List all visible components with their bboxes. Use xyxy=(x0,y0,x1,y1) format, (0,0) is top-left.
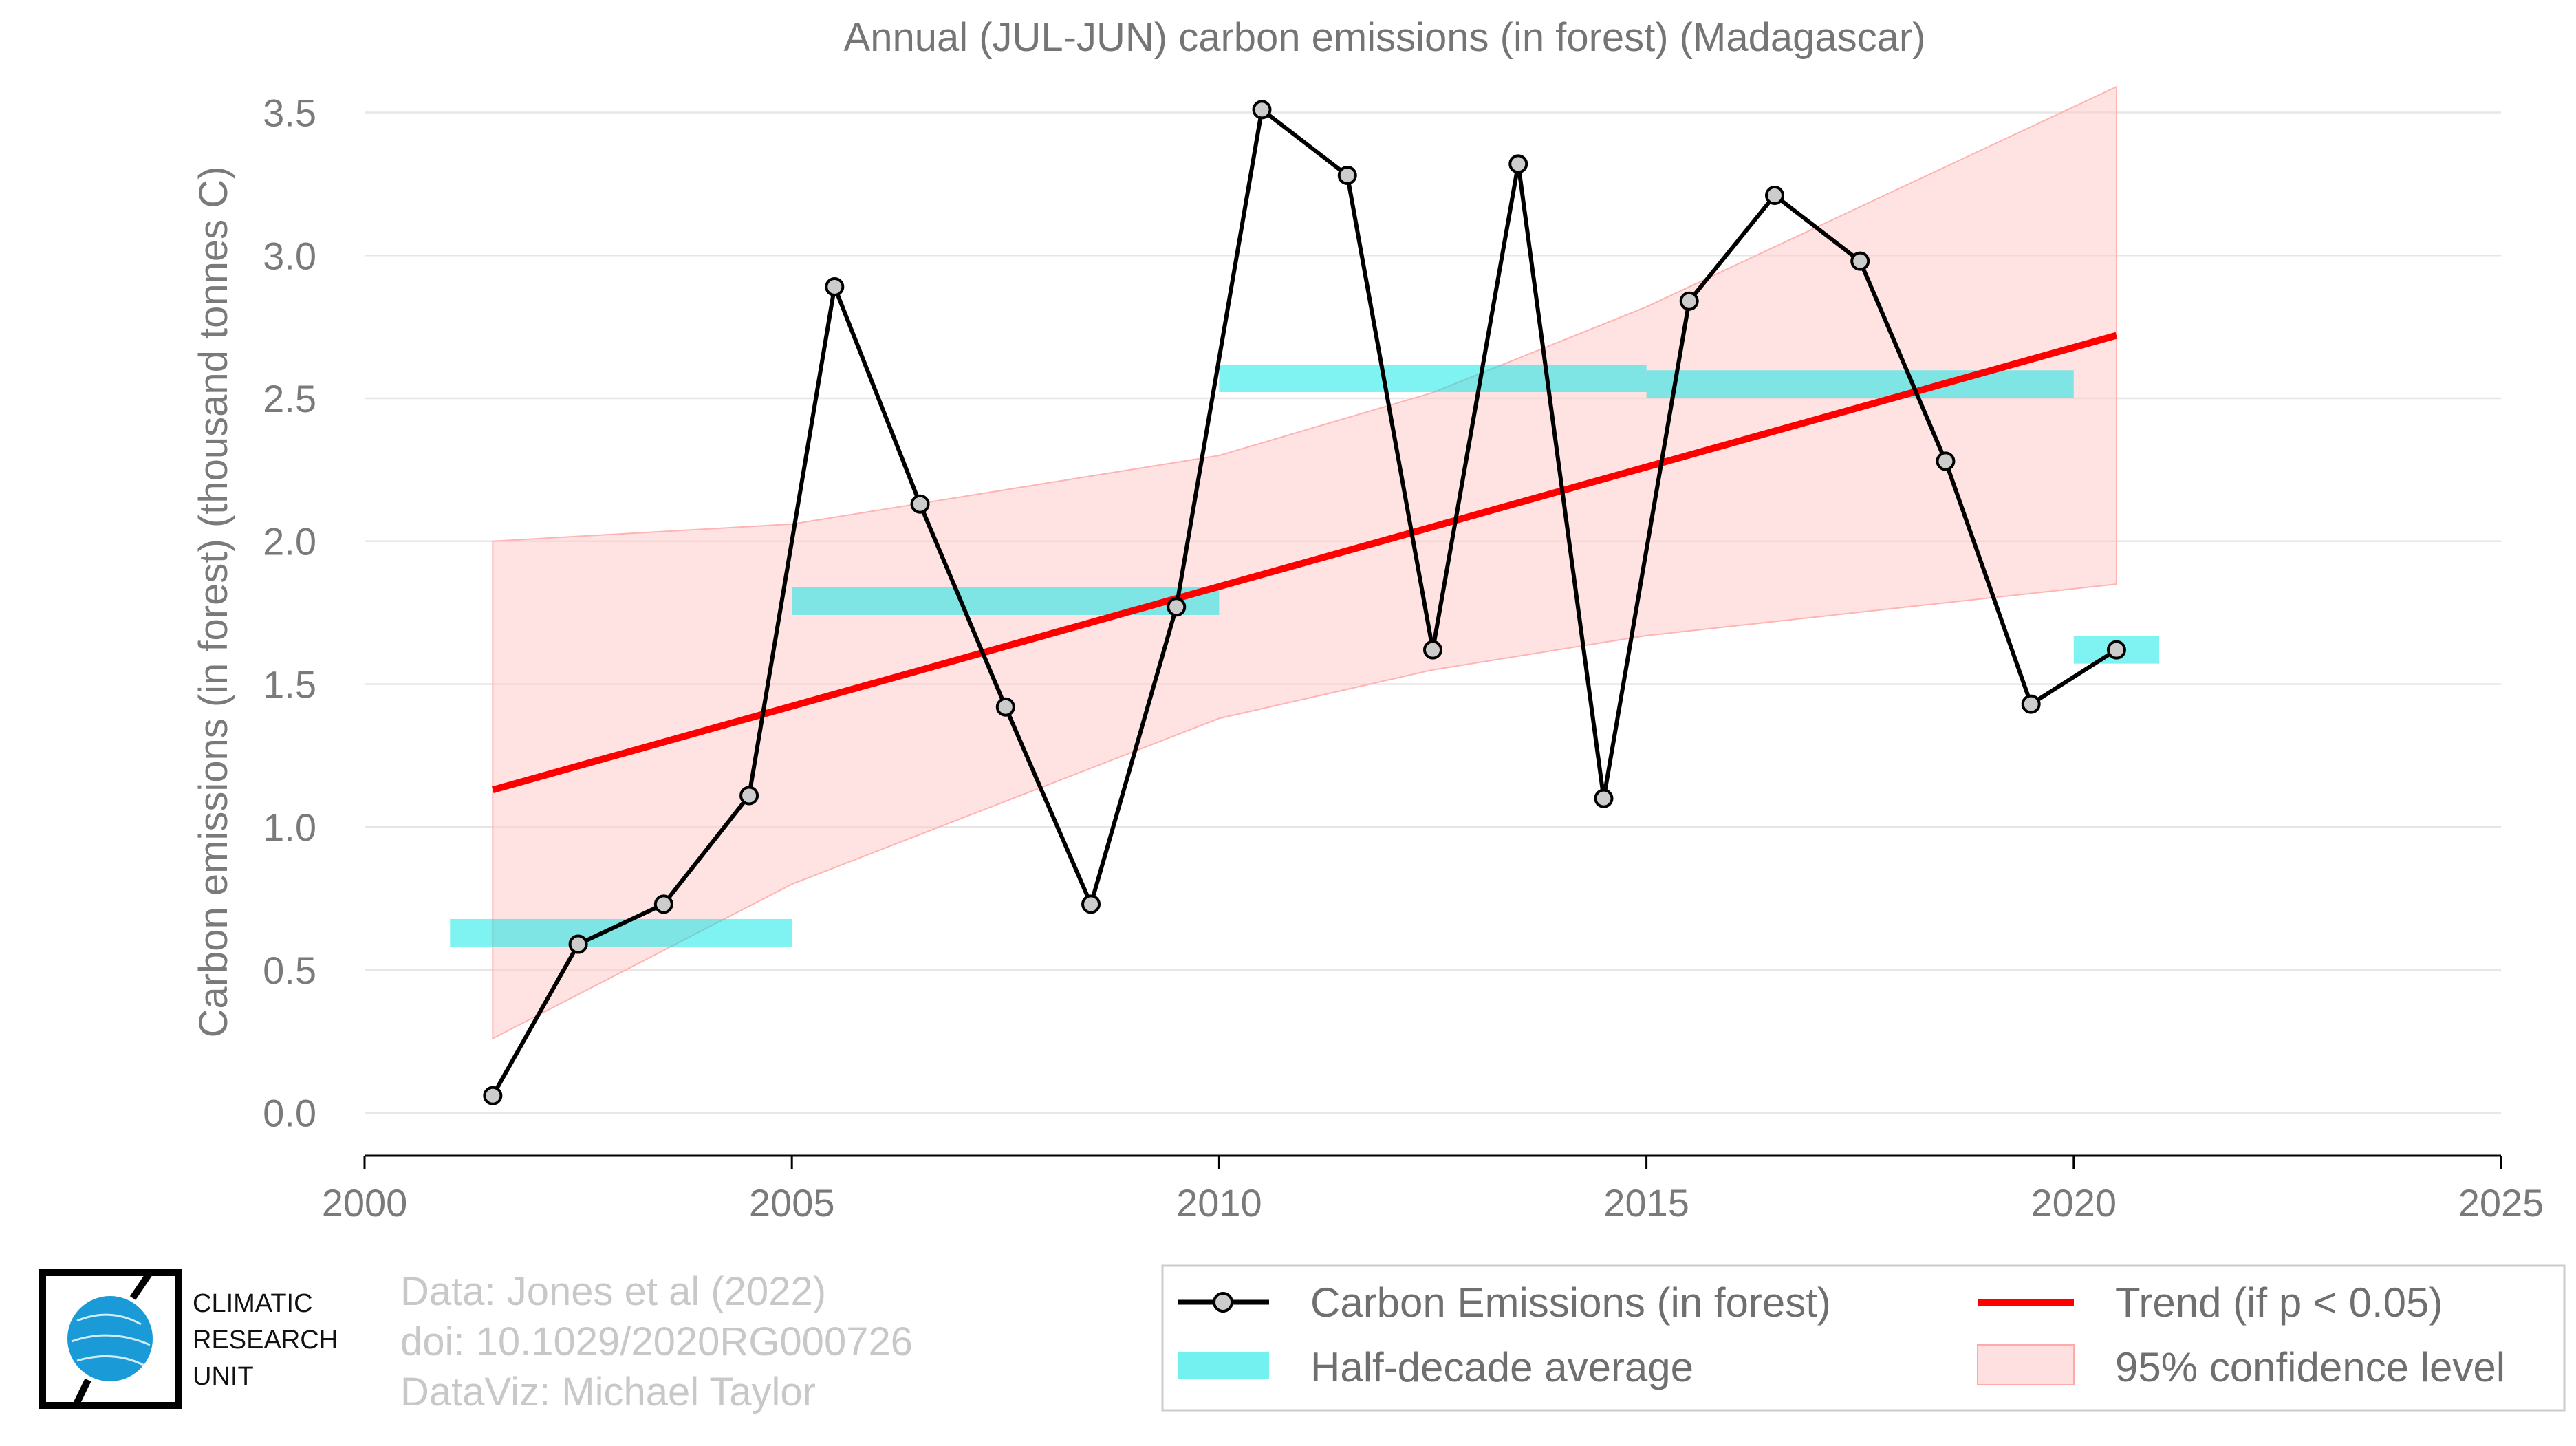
y-tick-label: 0.5 xyxy=(263,949,316,992)
y-tick-label: 3.0 xyxy=(263,234,316,277)
x-tick-label: 2020 xyxy=(2031,1181,2117,1224)
cru-logo: CLIMATIC RESEARCH UNIT xyxy=(39,1269,338,1409)
y-tick-labels: 0.0 0.5 1.0 1.5 2.0 2.5 3.0 3.5 xyxy=(263,91,316,1135)
x-tick-label: 2010 xyxy=(1176,1181,1262,1224)
x-tick-label: 2015 xyxy=(1603,1181,1689,1224)
y-tick-label: 1.0 xyxy=(263,806,316,849)
half-decade-bar xyxy=(792,587,1220,615)
emissions-point xyxy=(653,894,673,914)
y-tick-label: 1.5 xyxy=(263,662,316,706)
credit-dataviz: DataViz: Michael Taylor xyxy=(400,1370,816,1414)
credit-data: Data: Jones et al (2022) xyxy=(400,1269,826,1314)
emissions-point xyxy=(1252,100,1272,120)
emissions-layer xyxy=(483,100,2126,1105)
legend-swatch-half-decade xyxy=(1178,1352,1269,1379)
emissions-point xyxy=(1508,154,1528,174)
emissions-point xyxy=(1850,251,1870,271)
emissions-point xyxy=(483,1086,503,1105)
logo-bracket-left xyxy=(39,1269,150,1409)
y-axis-label: Carbon emissions (in forest) (thousand t… xyxy=(191,166,236,1038)
emissions-point xyxy=(739,786,759,806)
credit-doi: doi: 10.1029/2020RG000726 xyxy=(400,1319,913,1364)
emissions-line xyxy=(490,107,2118,1097)
legend-swatch-confidence xyxy=(1977,1344,2075,1385)
emissions-point xyxy=(1337,165,1357,185)
emissions-point xyxy=(825,277,845,296)
y-tick-label: 2.5 xyxy=(263,377,316,420)
y-tick-label: 2.0 xyxy=(263,520,316,563)
legend-label-confidence: 95% confidence level xyxy=(2115,1344,2505,1390)
y-tick-label: 3.5 xyxy=(263,91,316,135)
chart-title: Annual (JUL-JUN) carbon emissions (in fo… xyxy=(844,15,1926,60)
logo-slash-bottom xyxy=(72,1378,91,1407)
emissions-point xyxy=(1936,451,1956,471)
legend-label-trend: Trend (if p < 0.05) xyxy=(2115,1280,2443,1326)
globe-swirl-icon xyxy=(71,1313,151,1367)
emissions-point xyxy=(1764,186,1784,206)
logo-line2: RESEARCH xyxy=(193,1326,338,1355)
legend-swatch-emissions-marker xyxy=(1213,1292,1233,1313)
logo-bracket-right xyxy=(74,1269,182,1409)
emissions-point xyxy=(1594,788,1614,808)
legend: Carbon Emissions (in forest) Trend (if p… xyxy=(1161,1264,2566,1412)
emissions-point xyxy=(1679,291,1699,311)
y-tick-label: 0.0 xyxy=(263,1092,316,1135)
emissions-point xyxy=(995,697,1015,717)
logo-line1: CLIMATIC xyxy=(193,1289,313,1318)
logo-line3: UNIT xyxy=(193,1362,254,1391)
x-tick-label: 2005 xyxy=(749,1181,835,1224)
legend-label-half-decade: Half-decade average xyxy=(1310,1344,1693,1390)
half-decade-bar xyxy=(1646,370,2074,398)
legend-label-emissions: Carbon Emissions (in forest) xyxy=(1310,1280,1831,1326)
legend-box xyxy=(1161,1264,2566,1412)
x-axis-ticks: 2000 2005 2010 2015 2020 2025 xyxy=(322,1156,2544,1224)
x-tick-label: 2025 xyxy=(2458,1181,2544,1224)
emissions-point xyxy=(2021,694,2041,714)
half-decade-bar xyxy=(1219,364,1647,392)
x-tick-label: 2000 xyxy=(322,1181,408,1224)
emissions-point xyxy=(1423,640,1442,660)
emissions-point xyxy=(1167,597,1187,617)
emissions-point xyxy=(568,934,588,954)
emissions-point xyxy=(1081,894,1101,914)
logo-slash-top xyxy=(129,1271,153,1300)
emissions-point xyxy=(2106,640,2126,660)
emissions-point xyxy=(910,494,930,514)
